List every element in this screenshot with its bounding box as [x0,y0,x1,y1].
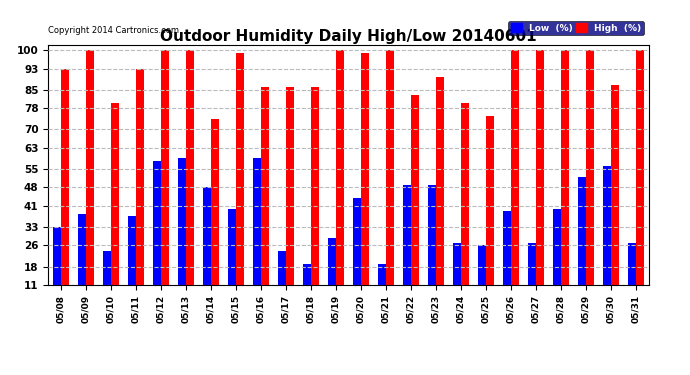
Bar [286,87,294,314]
Bar [86,50,94,314]
Bar [103,251,111,314]
Bar [361,53,369,314]
Title: Outdoor Humidity Daily High/Low 20140601: Outdoor Humidity Daily High/Low 20140601 [160,29,537,44]
Bar [178,158,186,314]
Bar [261,87,269,314]
Bar [436,76,444,314]
Bar [61,69,69,314]
Bar [228,209,236,314]
Bar [136,69,144,314]
Bar [111,103,119,314]
Bar [161,50,169,314]
Bar [386,50,394,314]
Bar [278,251,286,314]
Bar [378,264,386,314]
Bar [78,214,86,314]
Legend: Low  (%), High  (%): Low (%), High (%) [508,21,644,35]
Bar [153,161,161,314]
Bar [503,211,511,314]
Bar [553,209,561,314]
Bar [253,158,261,314]
Bar [528,243,536,314]
Bar [303,264,311,314]
Bar [128,216,136,314]
Bar [53,227,61,314]
Bar [203,188,211,314]
Bar [561,50,569,314]
Bar [628,243,636,314]
Bar [536,50,544,314]
Bar [428,185,436,314]
Bar [236,53,244,314]
Bar [578,177,586,314]
Bar [511,50,519,314]
Bar [636,50,644,314]
Bar [611,84,619,314]
Bar [461,103,469,314]
Bar [486,116,494,314]
Bar [328,237,336,314]
Bar [186,50,194,314]
Bar [478,246,486,314]
Bar [336,50,344,314]
Bar [211,119,219,314]
Bar [586,50,594,314]
Bar [403,185,411,314]
Text: Copyright 2014 Cartronics.com: Copyright 2014 Cartronics.com [48,26,179,35]
Bar [353,198,361,314]
Bar [411,95,419,314]
Bar [603,166,611,314]
Bar [311,87,319,314]
Bar [453,243,461,314]
